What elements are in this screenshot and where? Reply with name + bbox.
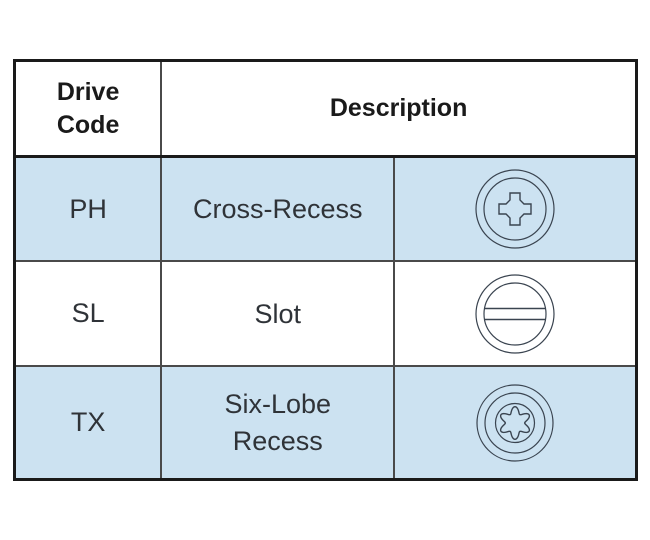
icon-cell	[394, 157, 636, 262]
table-row-tx: TX Six-Lobe Recess	[14, 366, 637, 480]
icon-cell	[394, 261, 636, 366]
icon-cell	[394, 366, 636, 479]
drive-code-cell: PH	[14, 156, 163, 262]
outer-ring	[476, 384, 554, 462]
six-lobe-star	[500, 405, 531, 440]
drive-code-cell: SL	[14, 261, 163, 367]
phillips-recess-icon	[475, 169, 555, 249]
phillips-cross-shape	[498, 192, 532, 226]
inner-ring	[495, 402, 536, 443]
description-cell: Six-Lobe Recess	[161, 366, 396, 480]
description-cell: Cross-Recess	[161, 156, 396, 262]
drive-code-table: Drive Code Description PH Cross-Recess S…	[13, 59, 638, 481]
table-row-sl: SL Slot	[14, 261, 637, 367]
table-row-ph: PH Cross-Recess	[14, 156, 637, 262]
column-header-description: Description	[329, 94, 468, 122]
inner-ring	[483, 282, 547, 346]
slot-recess-icon	[475, 274, 555, 354]
table-header-row: Drive Code Description	[14, 60, 637, 157]
middle-ring	[484, 392, 546, 454]
inner-ring	[483, 177, 547, 241]
six-lobe-recess-icon	[476, 384, 554, 462]
outer-ring	[475, 169, 555, 249]
outer-ring	[475, 274, 555, 354]
drive-code-cell: TX	[14, 366, 163, 480]
description-cell: Slot	[161, 261, 396, 367]
column-header-drive-code: Drive Code	[14, 60, 163, 157]
